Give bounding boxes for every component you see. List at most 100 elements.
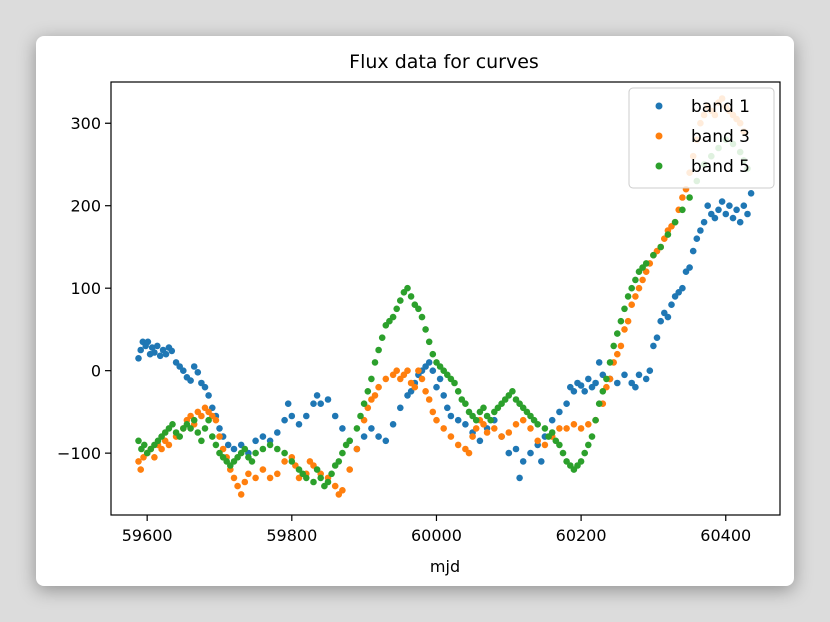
- y-tick-label: 0: [91, 362, 101, 381]
- data-point: [378, 334, 386, 342]
- data-point: [617, 342, 625, 350]
- data-point: [418, 375, 426, 383]
- data-point: [512, 421, 520, 428]
- data-point: [339, 487, 346, 494]
- data-point: [704, 202, 711, 209]
- data-point: [324, 396, 332, 403]
- data-point: [209, 433, 216, 440]
- scatter-chart: Flux data for curves 59600 59800 60000 6020…: [57, 51, 781, 576]
- data-point: [519, 416, 527, 424]
- data-point: [736, 218, 744, 226]
- data-point: [241, 478, 249, 486]
- data-point: [411, 383, 419, 391]
- data-point: [339, 425, 346, 432]
- data-point: [190, 363, 198, 370]
- data-point: [534, 421, 541, 428]
- data-point: [505, 449, 513, 457]
- data-point: [664, 313, 672, 321]
- x-axis-label: mjd: [430, 557, 460, 576]
- data-point: [614, 379, 621, 387]
- data-point: [512, 445, 520, 453]
- y-tick-label: 300: [70, 114, 101, 133]
- data-point: [422, 388, 429, 395]
- data-point: [635, 371, 643, 379]
- data-point: [480, 404, 487, 412]
- data-point: [339, 449, 346, 457]
- data-point: [404, 367, 411, 375]
- data-point: [516, 474, 523, 482]
- data-point: [527, 425, 534, 432]
- data-point: [429, 350, 437, 358]
- data-point: [331, 412, 339, 420]
- data-point: [252, 437, 259, 445]
- data-point: [313, 392, 321, 399]
- axes-frame: [110, 81, 781, 516]
- data-point: [693, 235, 701, 242]
- data-point: [505, 429, 513, 436]
- data-point: [436, 375, 444, 383]
- data-point: [375, 346, 382, 354]
- data-point: [686, 194, 693, 201]
- data-point: [176, 433, 183, 440]
- data-point: [447, 433, 455, 440]
- x-tick-label: 59600: [122, 526, 173, 545]
- data-point: [135, 437, 142, 445]
- data-point: [581, 388, 588, 395]
- data-point: [303, 474, 310, 482]
- data-point: [382, 437, 390, 445]
- data-point: [671, 218, 679, 226]
- chart-title: Flux data for curves: [349, 51, 539, 73]
- legend-marker: [655, 102, 663, 110]
- data-point: [346, 437, 354, 445]
- data-point: [288, 412, 296, 420]
- data-point: [216, 433, 223, 440]
- data-point: [371, 359, 379, 366]
- data-point: [744, 210, 751, 218]
- data-point: [628, 284, 635, 292]
- data-point: [429, 408, 437, 416]
- data-point: [230, 474, 238, 482]
- data-point: [592, 416, 599, 424]
- data-point: [180, 367, 187, 375]
- data-point: [541, 441, 549, 449]
- data-point: [548, 416, 556, 424]
- data-point: [556, 408, 563, 416]
- data-point: [245, 470, 252, 478]
- legend-label: band 1: [691, 97, 750, 117]
- data-point: [368, 375, 375, 383]
- data-point: [595, 400, 603, 408]
- data-point: [621, 305, 628, 313]
- data-point: [585, 421, 592, 428]
- data-point: [621, 326, 628, 333]
- data-point: [588, 433, 596, 440]
- data-point: [151, 454, 158, 461]
- data-point: [190, 416, 198, 424]
- data-point: [472, 416, 480, 424]
- data-point: [733, 206, 740, 214]
- y-tick-label: −100: [57, 444, 101, 463]
- data-point: [187, 377, 194, 384]
- data-point: [151, 349, 158, 356]
- data-point: [274, 429, 281, 436]
- y-tick-label: 200: [70, 197, 101, 216]
- data-point: [700, 218, 708, 226]
- data-point: [353, 445, 361, 453]
- data-point: [487, 416, 495, 424]
- data-point: [137, 346, 144, 354]
- data-point: [697, 227, 704, 234]
- x-tick-label: 60400: [700, 526, 751, 545]
- data-point: [368, 425, 375, 432]
- data-point: [632, 293, 639, 300]
- data-point: [310, 478, 317, 486]
- data-point: [393, 305, 401, 313]
- data-point: [281, 416, 288, 424]
- data-point: [519, 458, 527, 465]
- data-point: [198, 412, 205, 420]
- data-point: [454, 388, 462, 395]
- data-point: [556, 425, 563, 432]
- data-point: [606, 359, 614, 366]
- data-point: [729, 214, 737, 222]
- data-point: [259, 433, 267, 440]
- data-point: [407, 293, 415, 300]
- data-point: [679, 284, 686, 292]
